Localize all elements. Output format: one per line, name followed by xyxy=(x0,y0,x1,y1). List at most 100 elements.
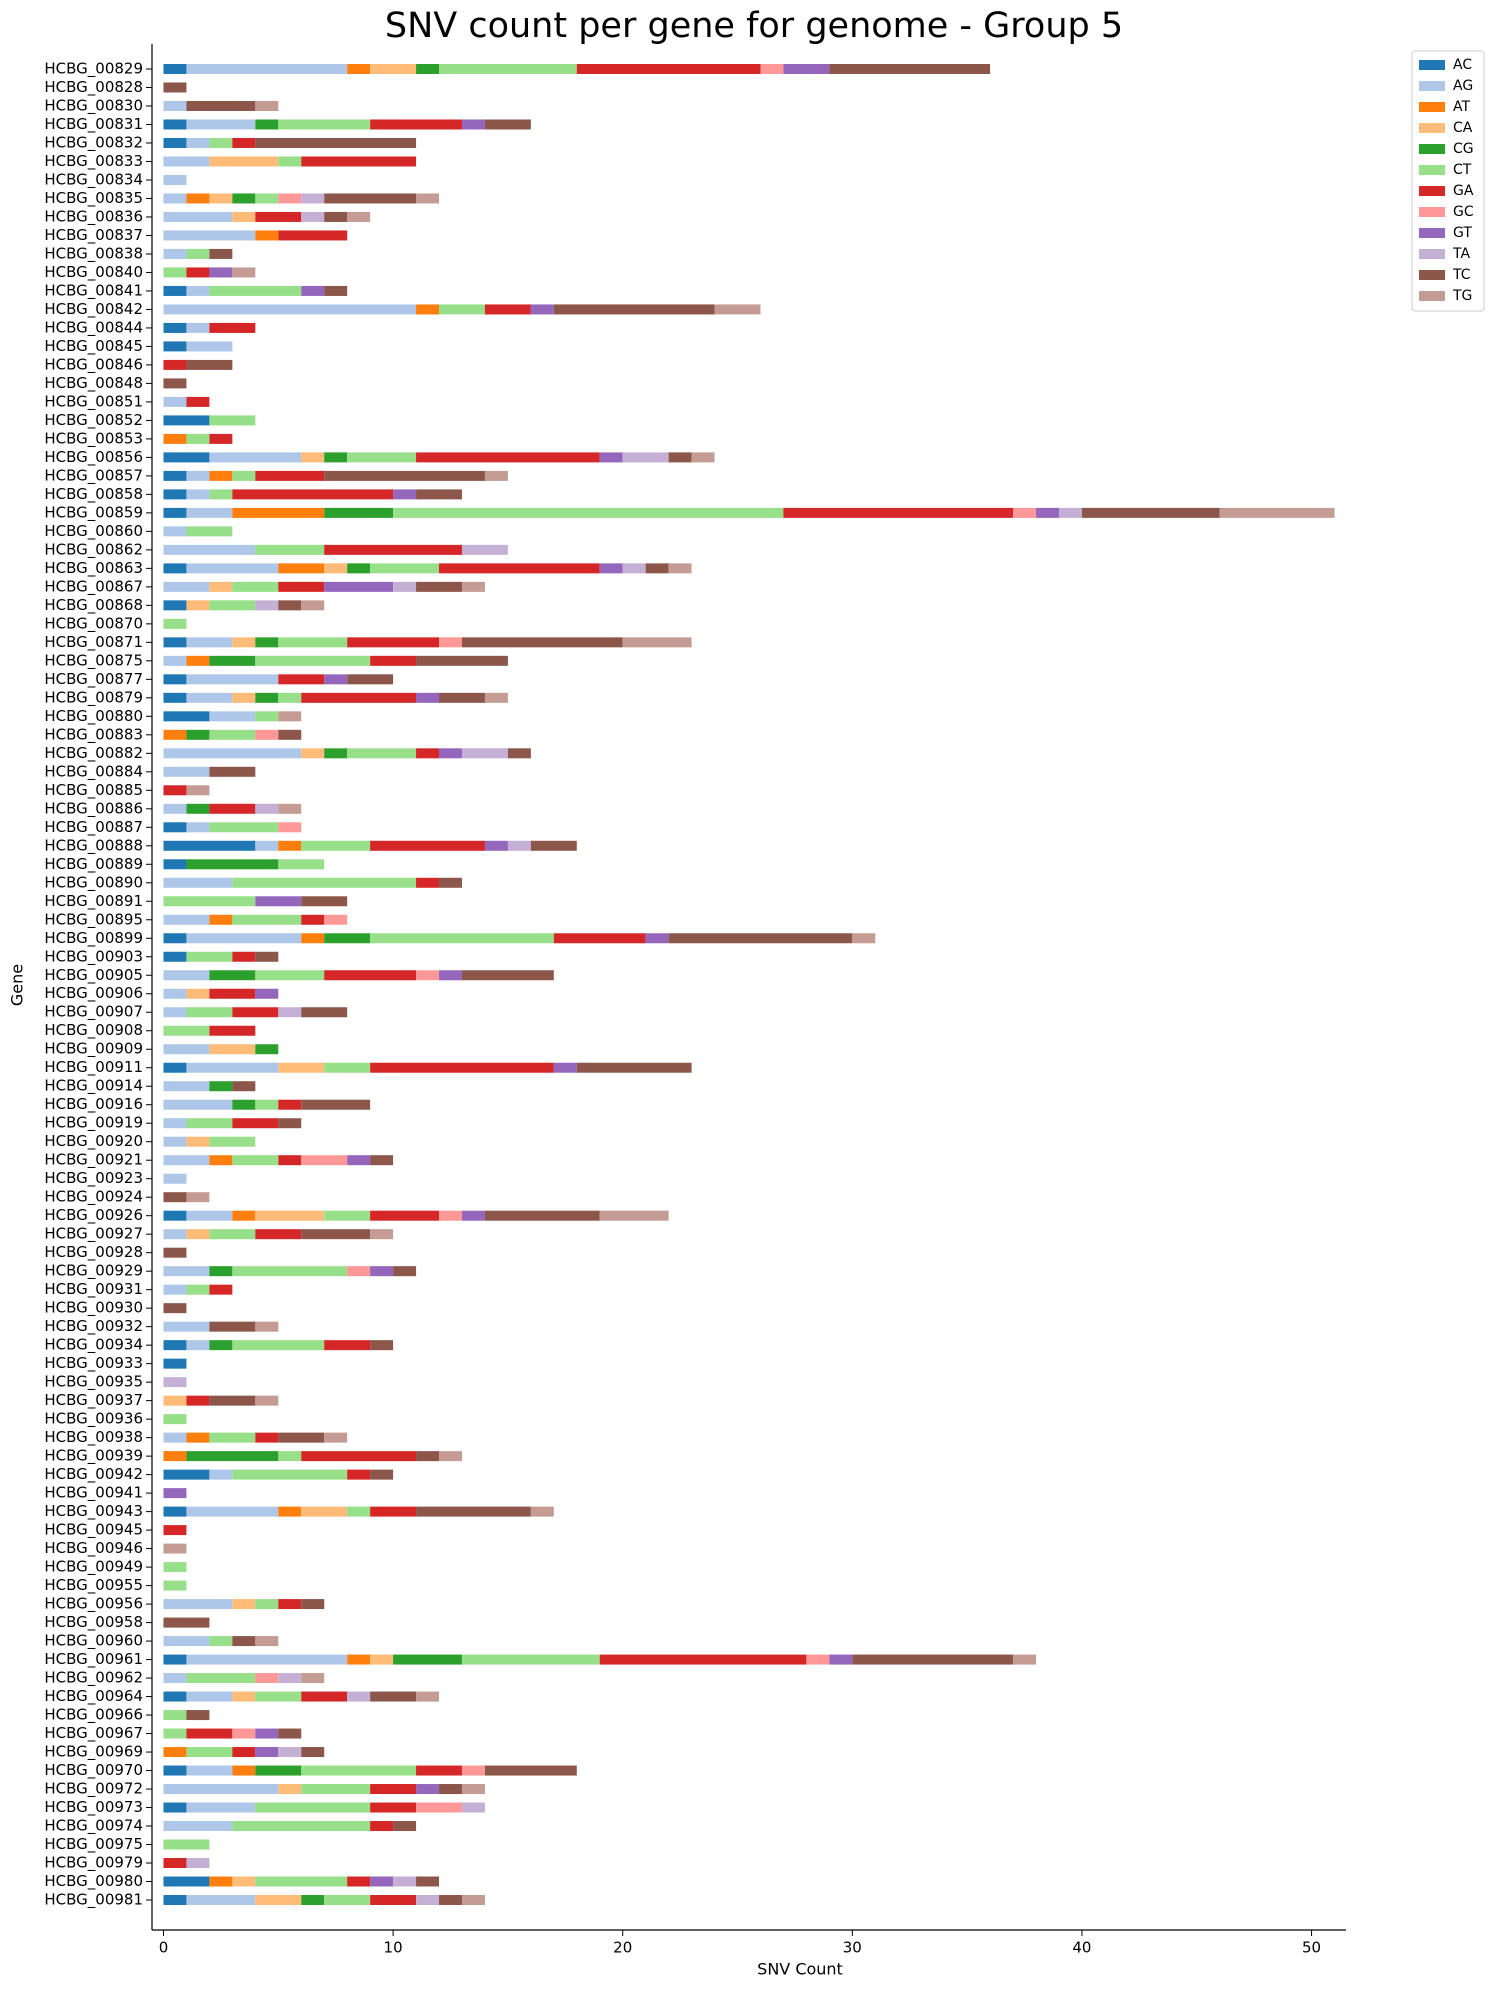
y-tick-label: HCBG_00914 xyxy=(44,1077,143,1096)
bar-segment xyxy=(278,840,302,851)
bar-segment xyxy=(209,489,233,500)
y-tick-label: HCBG_00958 xyxy=(44,1613,143,1632)
bar-segment xyxy=(324,544,462,555)
bar-segment xyxy=(255,1802,371,1813)
y-tick-label: HCBG_00858 xyxy=(44,485,143,504)
bar-segment xyxy=(439,877,462,888)
bar-segment xyxy=(186,248,210,259)
bar-segment xyxy=(209,1321,256,1332)
bar-segment xyxy=(668,563,692,574)
bar-segment xyxy=(461,748,508,759)
bar-segment xyxy=(163,1765,187,1776)
bar-segment xyxy=(232,1266,348,1277)
bar-segment xyxy=(163,674,187,685)
bar-segment xyxy=(163,526,187,537)
bar-segment xyxy=(370,840,485,851)
legend-swatch xyxy=(1419,102,1445,112)
bar-segment xyxy=(163,1377,187,1388)
y-tick-label: HCBG_00834 xyxy=(44,170,143,189)
bar-segment xyxy=(255,1210,325,1221)
bar-segment xyxy=(209,803,256,814)
bar-segment xyxy=(186,692,233,703)
bar-segment xyxy=(163,248,187,259)
bar-segment xyxy=(530,304,554,315)
bar-segment xyxy=(324,1895,371,1905)
bar-segment xyxy=(278,581,325,592)
y-tick-label: HCBG_00871 xyxy=(44,633,143,652)
bar-segment xyxy=(186,951,233,962)
bar-segment xyxy=(186,1118,233,1129)
bar-segment xyxy=(1058,507,1082,518)
bar-segment xyxy=(852,1654,1014,1665)
bar-segment xyxy=(416,1802,462,1813)
legend-label: CT xyxy=(1453,162,1472,178)
y-tick-label: HCBG_00829 xyxy=(44,60,143,79)
bar-segment xyxy=(163,507,187,518)
y-tick-label: HCBG_00909 xyxy=(44,1040,143,1059)
bar-segment xyxy=(163,1710,187,1721)
bar-segment xyxy=(232,1099,256,1110)
legend-label: TC xyxy=(1452,267,1471,283)
bar-segment xyxy=(370,1155,394,1166)
bar-segment xyxy=(209,1136,256,1147)
bar-segment xyxy=(255,1099,279,1110)
bar-segment xyxy=(163,341,187,352)
y-tick-label: HCBG_00860 xyxy=(44,522,143,541)
bar-segment xyxy=(163,729,187,740)
bar-segment xyxy=(301,211,325,222)
bar-segment xyxy=(186,507,233,518)
bar-segment xyxy=(370,1895,417,1905)
bar-segment xyxy=(278,600,302,611)
bar-segment xyxy=(186,1654,348,1665)
bar-segment xyxy=(163,1599,233,1610)
y-axis-label: Gene xyxy=(8,964,27,1006)
bar-segment xyxy=(255,544,325,555)
bar-segment xyxy=(163,1081,210,1092)
bar-segment xyxy=(324,970,417,981)
bar-segment xyxy=(232,1081,256,1092)
bar-segment xyxy=(324,914,348,925)
bar-segment xyxy=(163,1895,187,1905)
bar-segment xyxy=(163,64,187,74)
bar-segment xyxy=(163,1506,187,1517)
bar-segment xyxy=(186,563,279,574)
bar-segment xyxy=(163,1118,187,1129)
bar-segment xyxy=(278,729,302,740)
bar-segment xyxy=(301,914,325,925)
bar-segment xyxy=(255,711,279,722)
bar-segment xyxy=(370,1802,417,1813)
bar-segment xyxy=(232,1728,256,1739)
chart-title: SNV count per gene for genome - Group 5 xyxy=(385,6,1123,46)
bar-segment xyxy=(370,64,417,74)
legend-swatch xyxy=(1419,60,1445,70)
bar-segment xyxy=(484,1765,577,1776)
bar-segment xyxy=(1013,507,1037,518)
bar-segment xyxy=(278,1118,302,1129)
bar-segment xyxy=(347,1506,371,1517)
bar-segment xyxy=(186,1229,210,1240)
bar-segment xyxy=(439,563,600,574)
bar-segment xyxy=(1013,1654,1037,1665)
bar-segment xyxy=(439,692,485,703)
bar-segment xyxy=(347,637,440,648)
bar-segment xyxy=(186,1395,210,1406)
y-tick-label: HCBG_00964 xyxy=(44,1687,143,1706)
x-tick-label: 0 xyxy=(159,1939,169,1957)
y-tick-label: HCBG_00857 xyxy=(44,466,143,485)
bar-segment xyxy=(416,452,600,463)
y-tick-label: HCBG_00875 xyxy=(44,651,143,670)
bar-segment xyxy=(301,1155,348,1166)
bar-segment xyxy=(484,470,508,481)
y-tick-label: HCBG_00844 xyxy=(44,318,143,337)
y-tick-label: HCBG_00837 xyxy=(44,226,143,245)
bar-segment xyxy=(370,1654,394,1665)
legend-label: GT xyxy=(1453,225,1472,241)
bar-segment xyxy=(416,1506,531,1517)
bar-segment xyxy=(691,452,715,463)
bar-segment xyxy=(232,193,256,204)
bar-segment xyxy=(163,1025,210,1036)
bar-segment xyxy=(255,951,279,962)
y-tick-label: HCBG_00853 xyxy=(44,429,143,448)
legend-label: GA xyxy=(1453,183,1474,199)
bar-segment xyxy=(163,193,187,204)
